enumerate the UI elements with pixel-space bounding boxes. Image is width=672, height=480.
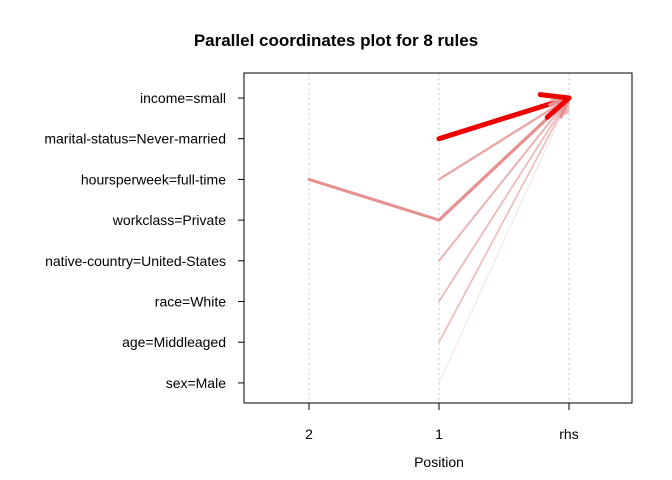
grid-layer xyxy=(308,73,570,403)
y-tick-label: native-country=United-States xyxy=(45,253,226,269)
rule-line-8 xyxy=(436,95,572,142)
rule-path xyxy=(438,97,570,262)
rule-line-5 xyxy=(437,96,571,181)
x-tick-label: 2 xyxy=(305,426,313,442)
y-tick-label: age=Middleaged xyxy=(122,334,226,350)
rule-line-7 xyxy=(307,96,571,222)
series-layer xyxy=(307,95,572,384)
x-tick-label: 1 xyxy=(435,426,443,442)
rule-path xyxy=(307,96,571,222)
y-tick-label: workclass=Private xyxy=(112,212,226,228)
rule-path xyxy=(438,97,570,303)
y-tick-label: income=small xyxy=(140,90,226,106)
rule-path xyxy=(436,95,572,142)
y-tick-label: sex=Male xyxy=(166,375,227,391)
x-tick-label: rhs xyxy=(559,426,578,442)
rule-arrowhead xyxy=(537,92,572,120)
x-tick-layer: 2 1 rhs xyxy=(305,403,579,442)
y-tick-label: marital-status=Never-married xyxy=(44,131,226,147)
arrowheads-layer xyxy=(537,92,572,120)
x-axis-title: Position xyxy=(414,454,464,470)
y-tick-label: hoursperweek=full-time xyxy=(81,171,226,187)
y-tick-label: race=White xyxy=(155,294,226,310)
rule-path xyxy=(437,96,571,181)
rule-line-2 xyxy=(438,97,570,344)
rule-line-1 xyxy=(438,97,570,384)
rule-path xyxy=(438,97,570,344)
rule-path xyxy=(438,97,570,384)
chart-title: Parallel coordinates plot for 8 rules xyxy=(194,31,478,50)
rule-line-3 xyxy=(438,97,570,303)
y-tick-layer: income=small marital-status=Never-married… xyxy=(44,90,244,391)
rule-line-4 xyxy=(438,97,570,262)
plot-frame xyxy=(243,72,633,404)
